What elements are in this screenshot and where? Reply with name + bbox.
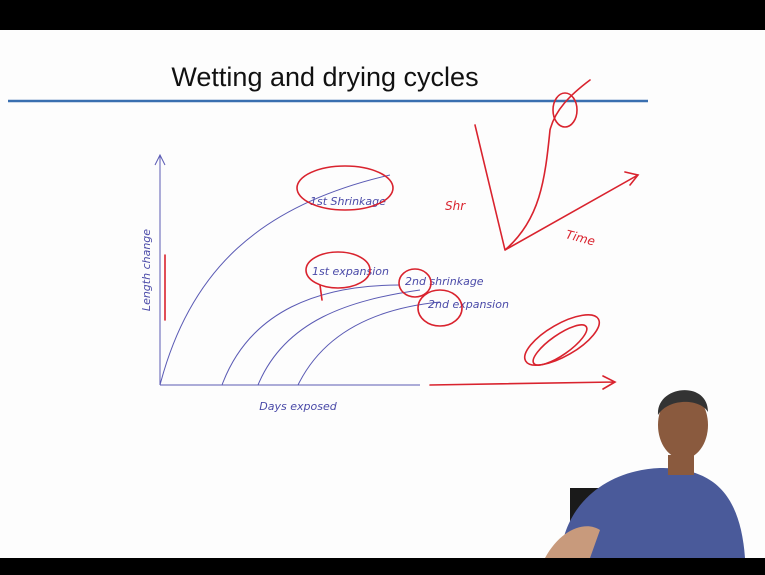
slide-frame: Wetting and drying cycles Length change … [0,0,765,575]
bottom-bar [0,558,765,575]
top-bar [0,0,765,30]
slide-title: Wetting and drying cycles [171,62,478,92]
curve-label: 2nd expansion [428,298,509,311]
curve-label: 1st expansion [312,265,389,278]
x-axis-label: Days exposed [259,400,337,413]
side-y-label: Shr [445,199,466,213]
curve-label: 2nd shrinkage [405,275,484,288]
y-axis-label: Length change [140,229,153,311]
